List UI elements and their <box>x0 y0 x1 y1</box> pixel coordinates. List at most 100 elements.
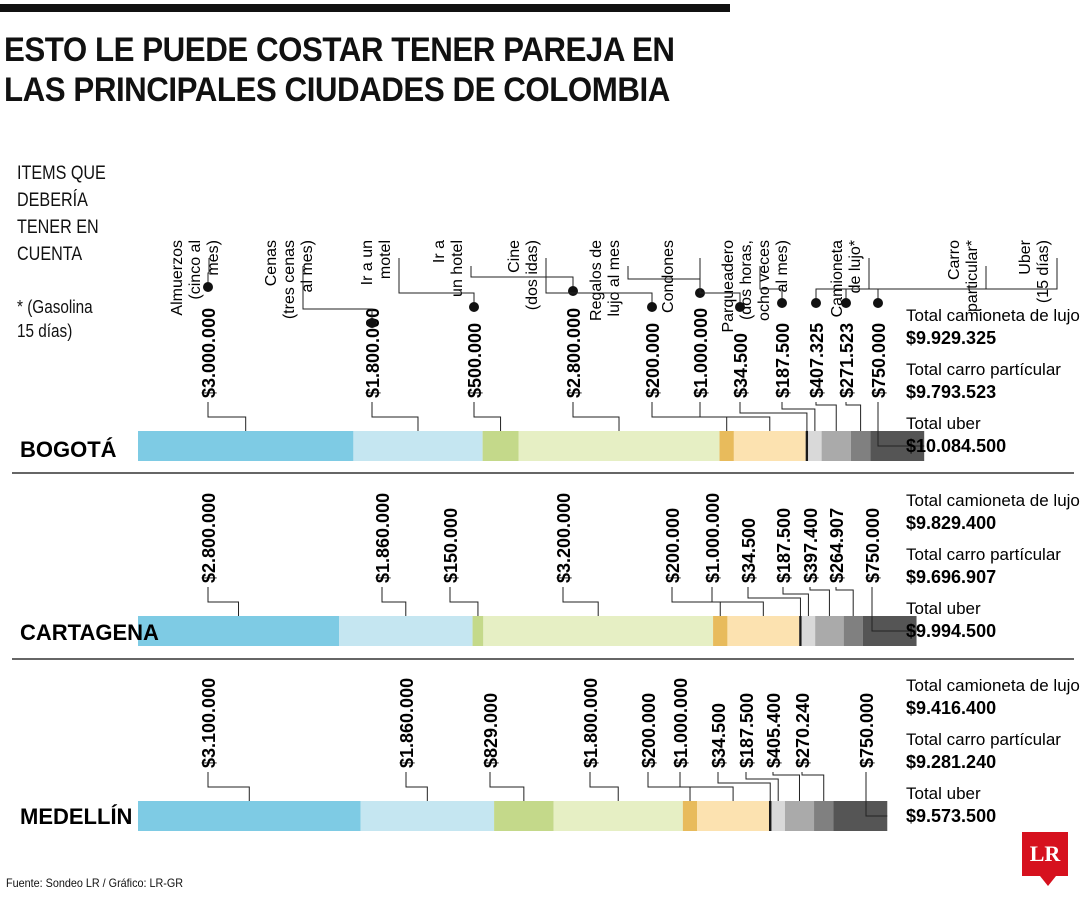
source-note: Fuente: Sondeo LR / Gráfico: LR-GR <box>6 876 184 890</box>
category-label: mes) <box>205 240 222 276</box>
leader-line <box>717 772 771 801</box>
value-label: $1.000.000 <box>703 493 723 583</box>
total-label: Total carro partícular <box>906 730 1061 749</box>
category-label: Condones <box>660 240 677 313</box>
value-label: $200.000 <box>643 323 663 398</box>
value-label: $405.400 <box>764 693 784 768</box>
bar-segment <box>719 431 734 461</box>
header-leader <box>207 258 210 287</box>
header-leader <box>545 258 653 307</box>
leader-line <box>473 402 502 431</box>
total-label: Total uber <box>906 784 981 803</box>
leader-line <box>711 587 764 616</box>
category-label: Parqueadero <box>720 240 737 333</box>
bar-segment <box>821 431 851 461</box>
value-label: $34.500 <box>739 518 759 583</box>
category-label: lujo al mes <box>606 240 623 316</box>
item-dot <box>811 298 821 308</box>
category-label: (15 días) <box>1035 240 1052 303</box>
bar-segment <box>733 431 806 461</box>
city-name: BOGOTÁ <box>20 437 117 462</box>
leader-line <box>782 587 809 616</box>
bar-segment <box>138 801 361 831</box>
lr-logo-tail <box>1040 876 1056 886</box>
city-name: MEDELLÍN <box>20 804 132 829</box>
total-label: Total carro partícular <box>906 360 1061 379</box>
value-label: $3.100.000 <box>199 678 219 768</box>
total-label: Total uber <box>906 599 981 618</box>
bar-segment <box>713 616 728 646</box>
leader-line <box>647 772 691 801</box>
value-label: $34.500 <box>709 703 729 768</box>
value-label: $1.860.000 <box>397 678 417 768</box>
bar-segment <box>805 431 809 461</box>
leader-line <box>845 402 862 431</box>
value-label: $187.500 <box>773 323 793 398</box>
leader-line <box>671 587 721 616</box>
header-leader <box>398 258 475 307</box>
value-label: $1.000.000 <box>691 308 711 398</box>
value-label: $3.000.000 <box>199 308 219 398</box>
item-dot <box>647 302 657 312</box>
leader-line <box>679 772 734 801</box>
leader-line <box>815 402 837 431</box>
bar-segment <box>472 616 484 646</box>
total-value: $9.416.400 <box>906 698 996 718</box>
value-label: $500.000 <box>465 323 485 398</box>
category-label: Ir a <box>431 240 448 263</box>
total-value: $9.281.240 <box>906 752 996 772</box>
category-label: un hotel <box>449 240 466 297</box>
bar-segment <box>553 801 683 831</box>
leader-line <box>207 772 250 801</box>
total-label: Total camioneta de lujo <box>906 306 1080 325</box>
top-rule <box>0 4 730 12</box>
value-label: $2.800.000 <box>199 493 219 583</box>
category-label: Regalos de <box>588 240 605 321</box>
header-leader <box>877 258 1058 303</box>
lr-logo: LR <box>1022 832 1068 876</box>
leader-line <box>865 772 888 817</box>
bar-segment <box>815 616 844 646</box>
value-label: $34.500 <box>731 333 751 398</box>
leader-line <box>489 772 525 801</box>
category-label: particular* <box>964 240 981 312</box>
bar-segment <box>843 616 863 646</box>
leader-line <box>871 587 917 632</box>
gasoline-note: * (Gasolina 15 días) <box>17 297 93 341</box>
category-label: de lujo* <box>847 240 864 293</box>
category-label: al mes) <box>299 240 316 292</box>
bar-segment <box>518 431 720 461</box>
city-name: CARTAGENA <box>20 620 159 645</box>
category-label: Uber <box>1017 239 1034 274</box>
value-label: $407.325 <box>807 323 827 398</box>
leader-line <box>699 402 771 431</box>
value-label: $264.907 <box>827 508 847 583</box>
value-label: $397.400 <box>801 508 821 583</box>
total-value: $9.994.500 <box>906 621 996 641</box>
value-label: $270.240 <box>793 693 813 768</box>
category-label: Carro <box>946 240 963 280</box>
category-label: (dos horas, <box>738 240 755 320</box>
value-label: $829.000 <box>481 693 501 768</box>
total-value: $9.696.907 <box>906 567 996 587</box>
items-label: ITEMS QUE DEBERÍA TENER EN CUENTA <box>17 163 106 265</box>
value-label: $2.800.000 <box>564 308 584 398</box>
bar-segment <box>850 431 871 461</box>
leader-line <box>835 587 854 616</box>
header-leader <box>759 266 783 303</box>
bar-segment <box>771 801 785 831</box>
total-value: $9.573.500 <box>906 806 996 826</box>
category-label: motel <box>377 240 394 279</box>
leader-line <box>449 587 479 616</box>
bar-segment <box>494 801 554 831</box>
bar-segment <box>483 616 714 646</box>
bar-segment <box>697 801 769 831</box>
leader-line <box>207 402 247 431</box>
value-label: $187.500 <box>737 693 757 768</box>
leader-line <box>572 402 620 431</box>
header-leader <box>815 258 870 303</box>
page-title: ESTO LE PUEDE COSTAR TENER PAREJA EN LAS… <box>4 31 675 109</box>
item-dot <box>568 286 578 296</box>
bar-segment <box>784 801 815 831</box>
value-label: $750.000 <box>863 508 883 583</box>
